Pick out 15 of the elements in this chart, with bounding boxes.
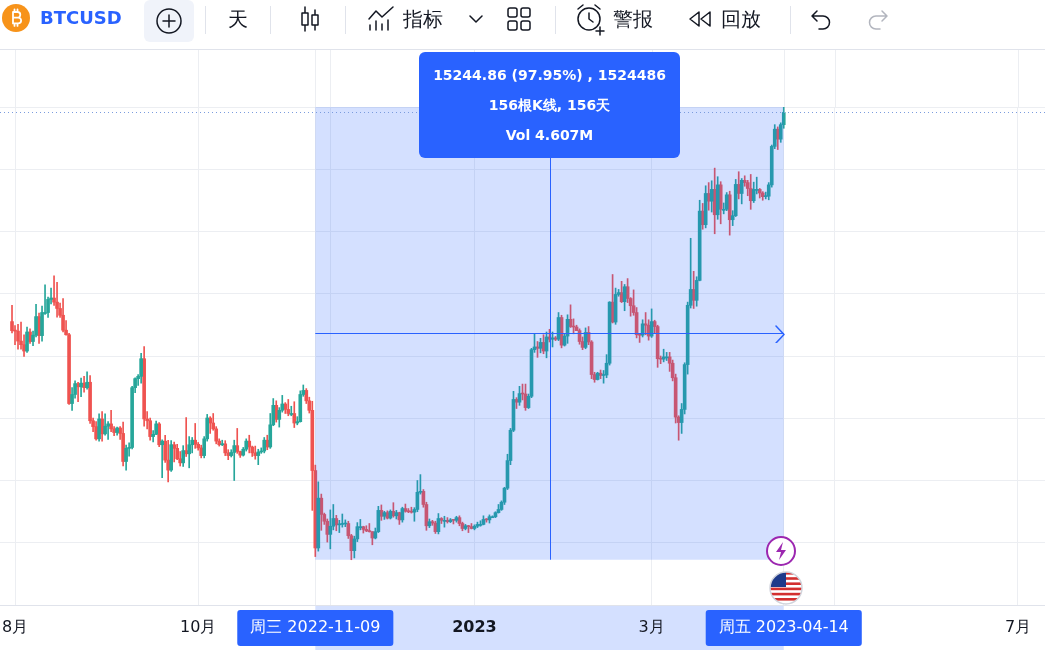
- text: 警报: [613, 6, 653, 33]
- x-tick-label: 3月: [638, 617, 665, 637]
- candlestick: [289, 405, 294, 417]
- x-tick-label: 10月: [180, 617, 217, 637]
- x-tick-label: 2023: [452, 617, 497, 637]
- text: 指标: [403, 6, 443, 33]
- x-tick-label: 8月: [1, 617, 29, 637]
- chart-title: BTCUSD: [40, 6, 122, 30]
- x-tick-label: 7月: [1004, 617, 1032, 637]
- candlestick: [160, 439, 164, 479]
- band-label: 15244.86 (97.95%) , 1524486 156根K线, 156天 Vol 4.607M: [433, 67, 666, 143]
- text: 天: [228, 6, 248, 33]
- text: 回放: [721, 6, 761, 33]
- x-tick-label: 周三 2022-11-09: [250, 617, 381, 637]
- x-tick-label: 周五 2023-04-14: [718, 617, 849, 637]
